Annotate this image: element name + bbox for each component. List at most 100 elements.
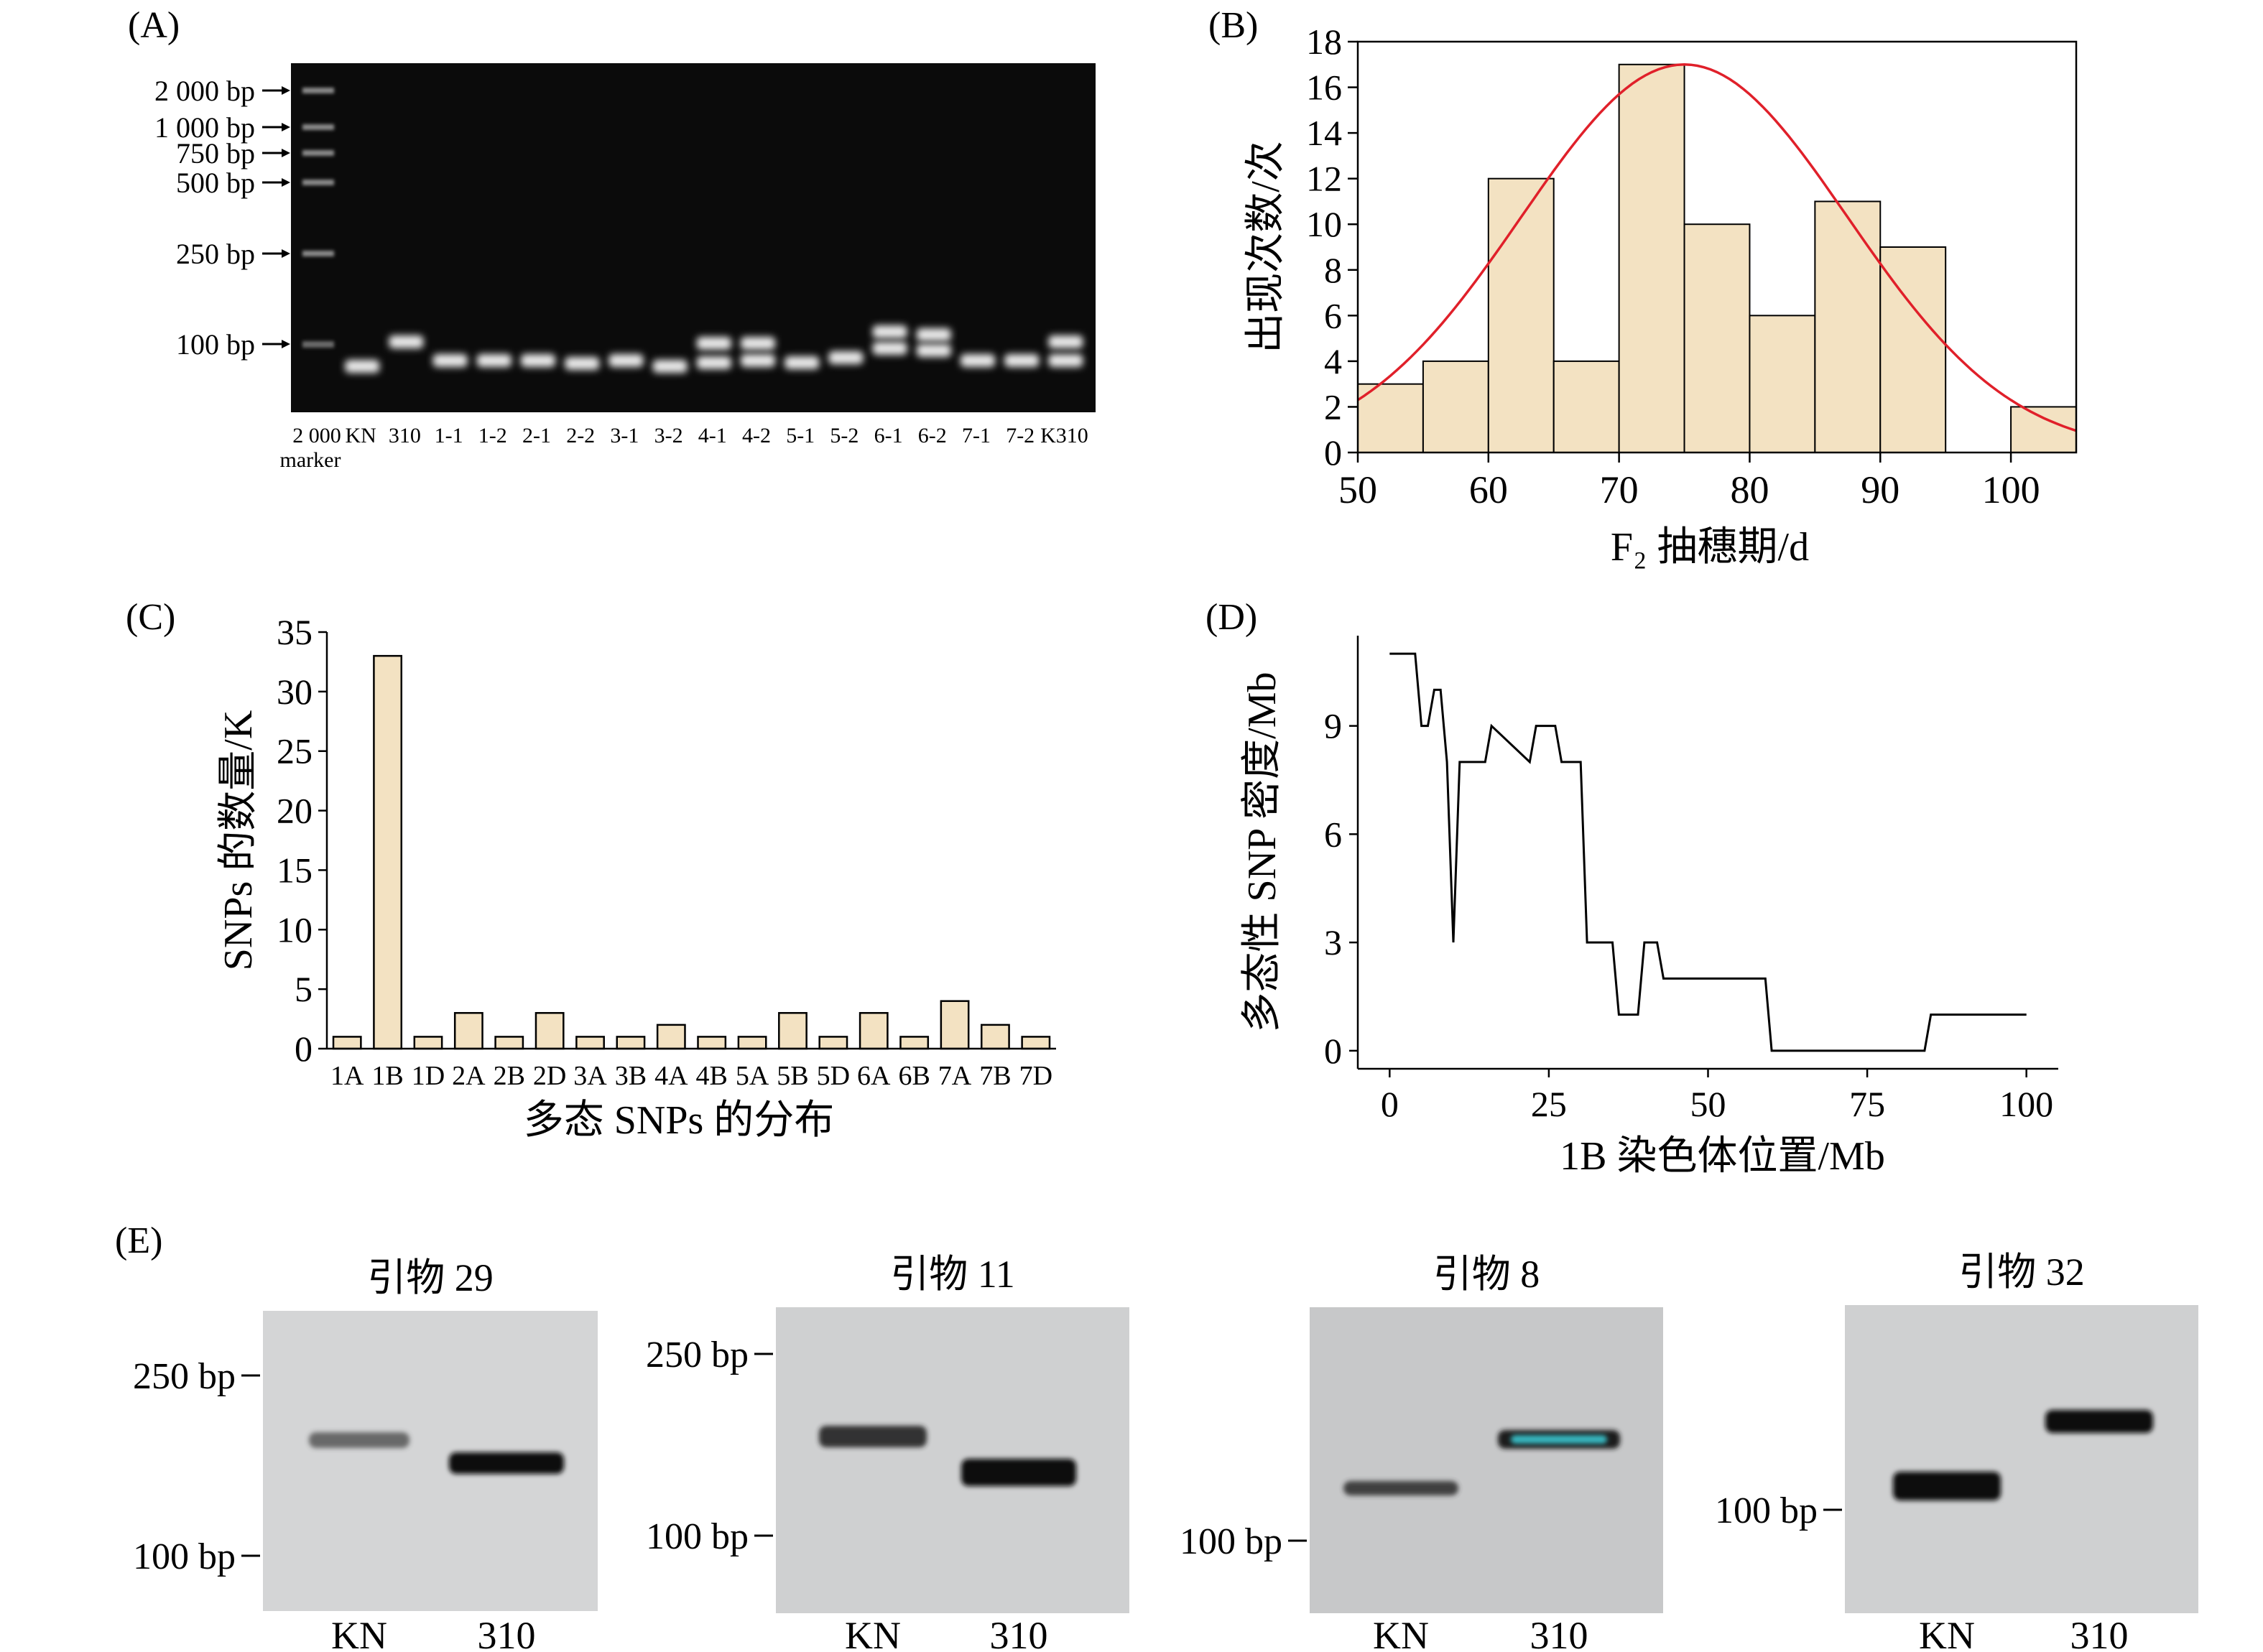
x-tick-label: 60 xyxy=(1469,468,1508,511)
y-tick-label: 0 xyxy=(295,1029,313,1069)
y-tick-label: 20 xyxy=(277,791,313,831)
x-tick-label: 2A xyxy=(452,1061,486,1091)
gel-band xyxy=(1004,354,1040,367)
y-axis-label: 出现次数/次 xyxy=(1244,141,1288,353)
y-tick-label: 4 xyxy=(1324,341,1342,381)
marker-label: 2 000 bp xyxy=(154,75,255,107)
ladder-band xyxy=(302,124,334,130)
gel-band xyxy=(345,360,380,373)
gel-band xyxy=(1048,335,1083,348)
snp-bar xyxy=(1021,1036,1051,1050)
histogram-bar xyxy=(1814,200,1882,453)
gel-band xyxy=(432,354,468,367)
y-tick-label: 0 xyxy=(1324,1031,1342,1071)
panel-d-label: (D) xyxy=(1205,597,1258,638)
panel-c: (C) 1A 1B 1D 2A 2B 2D 3A 3B 4A 4B 5A 5B 5D 6A 6B 7A 7B 7D… xyxy=(0,589,1121,1178)
snp-bar xyxy=(899,1036,930,1050)
ladder-band xyxy=(302,251,334,256)
x-tick-label: 2B xyxy=(494,1061,525,1091)
x-tick-label: 5B xyxy=(777,1061,808,1091)
size-label: 250 bp xyxy=(133,1356,236,1397)
size-label: 100 bp xyxy=(646,1516,749,1557)
size-label: 100 bp xyxy=(1715,1490,1818,1531)
normal-fit-curve xyxy=(1357,63,2077,432)
size-label: 100 bp xyxy=(133,1536,236,1577)
snp-bar xyxy=(737,1036,767,1050)
gel-band xyxy=(916,328,951,341)
snp-bar-chart: 1A 1B 1D 2A 2B 2D 3A 3B 4A 4B 5A 5B 5D 6A 6B 7A 7B 7D 0 5 10… xyxy=(216,612,1056,1143)
gel-band xyxy=(961,1459,1076,1486)
y-tick-label: 6 xyxy=(1324,814,1342,854)
marker-arrow-head xyxy=(282,86,290,95)
lane-label: KN xyxy=(346,424,376,447)
panel-d: (D) 0 3 6 9 0 25 50 75 100 1B 染色体位置/Mb 多态性 SNP 密度/… xyxy=(1121,589,2263,1178)
gel-band xyxy=(872,325,907,338)
snp-bar xyxy=(534,1012,565,1050)
snp-bar xyxy=(332,1036,362,1050)
y-axis-label: 多态性 SNP 密度/Mb xyxy=(1240,672,1285,1032)
marker-label: 750 bp xyxy=(176,137,255,170)
snp-bar xyxy=(413,1036,443,1050)
gel-band xyxy=(2045,1410,2153,1433)
gel-band xyxy=(741,354,775,367)
y-tick-label: 14 xyxy=(1306,113,1342,153)
y-tick-label: 2 xyxy=(1324,386,1342,427)
lane-label: K310 xyxy=(1040,424,1088,447)
panel-a-label: (A) xyxy=(128,5,180,46)
gel-band xyxy=(916,344,951,357)
snp-bar xyxy=(575,1036,605,1050)
primer-gels: 引物 29 250 bp 100 bp KN 310 引物 11 250 bp 100 bp K… xyxy=(133,1250,2198,1652)
x-tick-label: 3B xyxy=(615,1061,647,1091)
x-tick-label: 80 xyxy=(1730,468,1769,511)
lane-label: 4-1 xyxy=(698,424,727,447)
snp-bar xyxy=(616,1036,646,1050)
lane-label: 2 000 xyxy=(292,424,341,447)
marker-label: 250 bp xyxy=(176,238,255,270)
y-tick-label: 5 xyxy=(295,969,313,1009)
lane-label: 6-2 xyxy=(918,424,947,447)
lane-label: 310 xyxy=(389,424,421,447)
histogram-bar xyxy=(1422,360,1489,453)
gel-band xyxy=(1048,354,1083,367)
lane-label-310: 310 xyxy=(1530,1614,1588,1652)
x-tick-label: 7B xyxy=(979,1061,1011,1091)
size-label: 250 bp xyxy=(646,1335,749,1375)
lane-label: 7-2 xyxy=(1006,424,1035,447)
snp-density-line xyxy=(1389,652,2027,1052)
gel-band xyxy=(476,354,512,367)
x-tick-label: 4B xyxy=(696,1061,728,1091)
x-axis-label: 1B 染色体位置/Mb xyxy=(1560,1134,1885,1178)
gel-band xyxy=(608,354,644,367)
gel-band xyxy=(741,337,775,350)
histogram-bar xyxy=(1487,177,1555,454)
gel-band xyxy=(961,354,995,367)
histogram-chart: 0 2 4 6 8 10 12 14 16 18 50 60 70 80 90 100 F₂ 抽穗期/d 出现次数… xyxy=(1244,22,2078,570)
gel-background xyxy=(1845,1305,2198,1613)
gel-title: 引物 8 xyxy=(1433,1253,1540,1296)
lane-label-kn: KN xyxy=(1373,1614,1429,1652)
gel-band xyxy=(828,351,864,364)
histogram-bar xyxy=(1683,223,1751,453)
gel-band xyxy=(785,356,820,369)
gel-band xyxy=(565,357,600,370)
x-tick-label: 25 xyxy=(1531,1084,1567,1124)
lane-label-310: 310 xyxy=(2070,1614,2129,1652)
gel-title: 引物 29 xyxy=(367,1256,494,1299)
x-tick-label: 50 xyxy=(1338,468,1377,511)
lane-label-kn: KN xyxy=(845,1614,901,1652)
gel-band xyxy=(309,1432,409,1448)
x-tick-label: 6B xyxy=(898,1061,930,1091)
y-tick-label: 3 xyxy=(1324,922,1342,962)
gel-band xyxy=(449,1452,564,1474)
x-tick-label: 6A xyxy=(857,1061,891,1091)
y-tick-label: 8 xyxy=(1324,250,1342,290)
x-tick-label: 100 xyxy=(1999,1084,2053,1124)
x-tick-label: 4A xyxy=(654,1061,688,1091)
lane-label-310: 310 xyxy=(478,1614,536,1652)
x-tick-label: 5A xyxy=(736,1061,769,1091)
x-tick-label: 5D xyxy=(817,1061,850,1091)
gel-band xyxy=(819,1426,927,1447)
gel-band-highlight xyxy=(1511,1435,1607,1444)
y-tick-label: 18 xyxy=(1306,22,1342,62)
